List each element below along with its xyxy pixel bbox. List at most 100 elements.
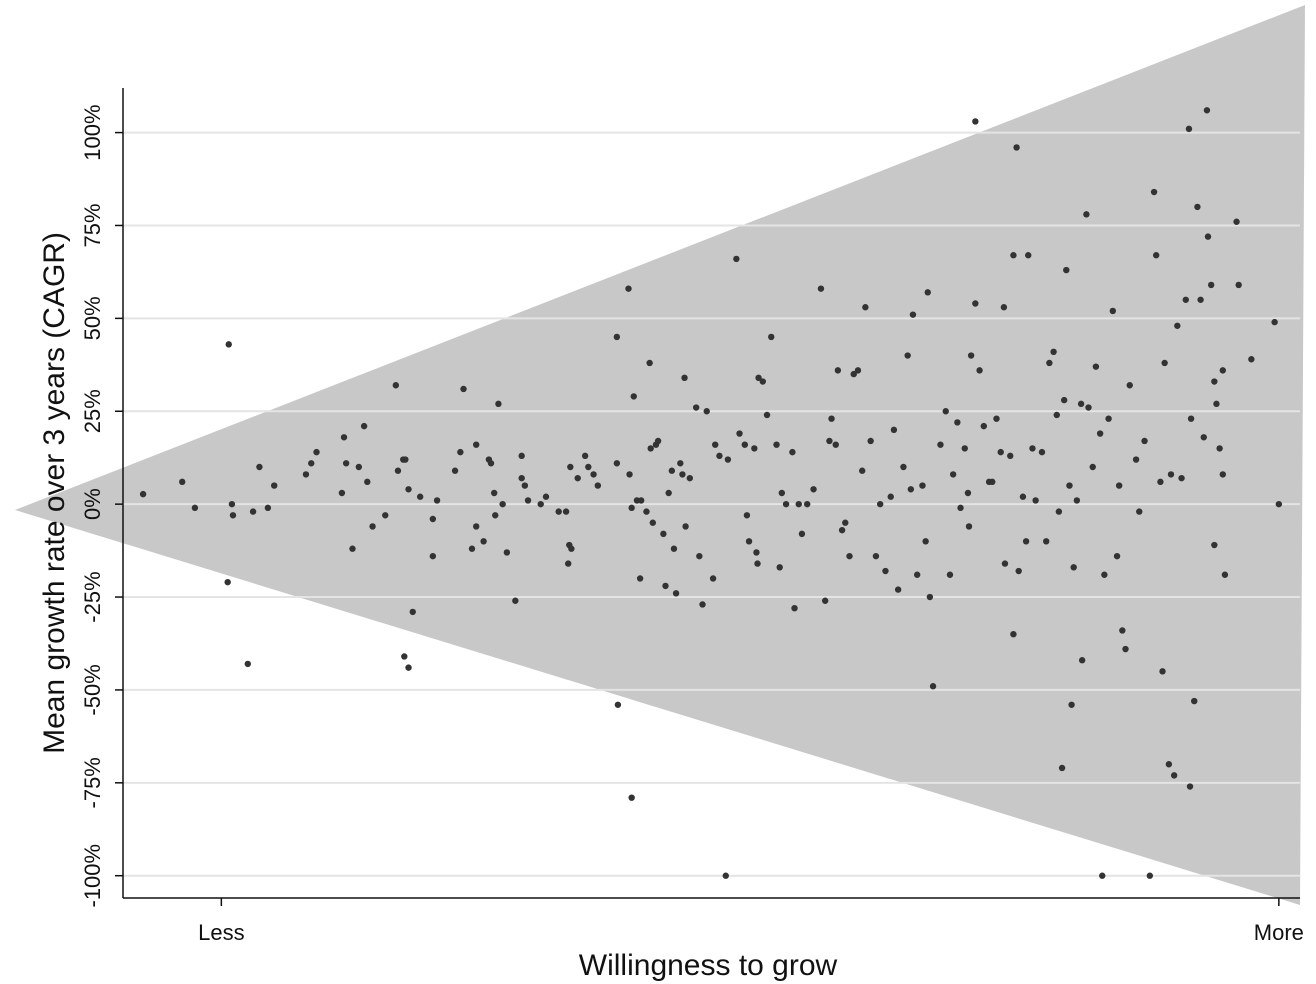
point — [907, 486, 915, 493]
point — [1219, 471, 1227, 478]
point — [754, 560, 761, 567]
point — [537, 500, 544, 508]
point — [1010, 252, 1017, 259]
point — [686, 474, 694, 482]
point — [1001, 560, 1009, 567]
point — [503, 549, 511, 556]
point — [1115, 482, 1123, 489]
point — [937, 441, 944, 448]
point — [542, 493, 550, 500]
point — [904, 352, 911, 359]
point — [451, 467, 459, 474]
point — [989, 478, 996, 486]
point — [382, 512, 389, 519]
point — [139, 490, 147, 498]
point — [613, 333, 621, 341]
point — [768, 333, 775, 341]
point — [1105, 415, 1112, 422]
point — [308, 460, 315, 467]
point — [751, 445, 758, 452]
point — [1113, 552, 1121, 560]
point — [628, 504, 635, 512]
point — [965, 523, 973, 530]
point — [900, 463, 907, 471]
point — [782, 500, 790, 508]
point — [872, 552, 880, 560]
point — [1029, 445, 1036, 452]
point — [929, 683, 937, 690]
point — [660, 530, 667, 538]
point — [409, 608, 416, 616]
point — [821, 597, 829, 604]
point — [1233, 218, 1240, 225]
point — [817, 285, 825, 292]
point — [838, 526, 846, 534]
point — [360, 422, 368, 430]
point — [647, 445, 654, 452]
point — [646, 359, 653, 367]
point — [964, 489, 972, 497]
point — [773, 441, 780, 448]
point — [798, 530, 806, 538]
point — [1159, 668, 1166, 675]
y-tick-label: 25% — [80, 389, 105, 433]
point — [649, 519, 657, 526]
x-tick-label: More — [1254, 920, 1304, 945]
point — [997, 448, 1004, 456]
x-tick-label: Less — [198, 920, 244, 945]
point — [1161, 359, 1168, 367]
point — [1186, 783, 1194, 790]
point — [228, 500, 236, 508]
point — [1109, 307, 1117, 315]
point — [585, 463, 592, 471]
point — [1099, 872, 1106, 879]
point — [670, 545, 678, 552]
point — [1152, 252, 1160, 259]
point — [244, 660, 251, 668]
point — [338, 489, 346, 497]
point — [699, 601, 706, 608]
point — [763, 411, 771, 419]
point — [967, 352, 975, 359]
point — [922, 538, 929, 545]
point — [313, 448, 320, 456]
point — [919, 482, 926, 489]
point — [1068, 701, 1075, 708]
point — [924, 289, 931, 296]
point — [179, 478, 186, 486]
point — [854, 367, 862, 374]
point — [1066, 482, 1073, 489]
point — [433, 497, 441, 504]
point — [364, 478, 371, 486]
point — [890, 426, 898, 434]
point — [1058, 764, 1066, 772]
point — [716, 452, 723, 460]
point — [565, 560, 572, 567]
point — [1141, 437, 1148, 445]
point — [229, 512, 237, 519]
point — [692, 404, 700, 411]
point — [1042, 538, 1050, 545]
point — [614, 701, 622, 708]
point — [271, 482, 278, 489]
point — [630, 393, 637, 400]
grid — [123, 131, 1300, 877]
point — [628, 794, 635, 801]
y-axis-label: Mean growth rate over 3 years (CAGR) — [38, 232, 71, 754]
point — [858, 467, 866, 474]
point — [1165, 761, 1173, 768]
point — [696, 552, 703, 560]
point — [349, 545, 356, 552]
point — [677, 460, 684, 467]
y-tick-label: 100% — [80, 104, 105, 160]
point — [224, 578, 231, 586]
point — [1032, 497, 1039, 504]
point — [429, 515, 437, 523]
point — [1191, 697, 1198, 705]
point — [1235, 281, 1242, 289]
point — [846, 552, 853, 560]
point — [1007, 452, 1014, 460]
point — [795, 500, 802, 508]
point — [682, 523, 689, 530]
